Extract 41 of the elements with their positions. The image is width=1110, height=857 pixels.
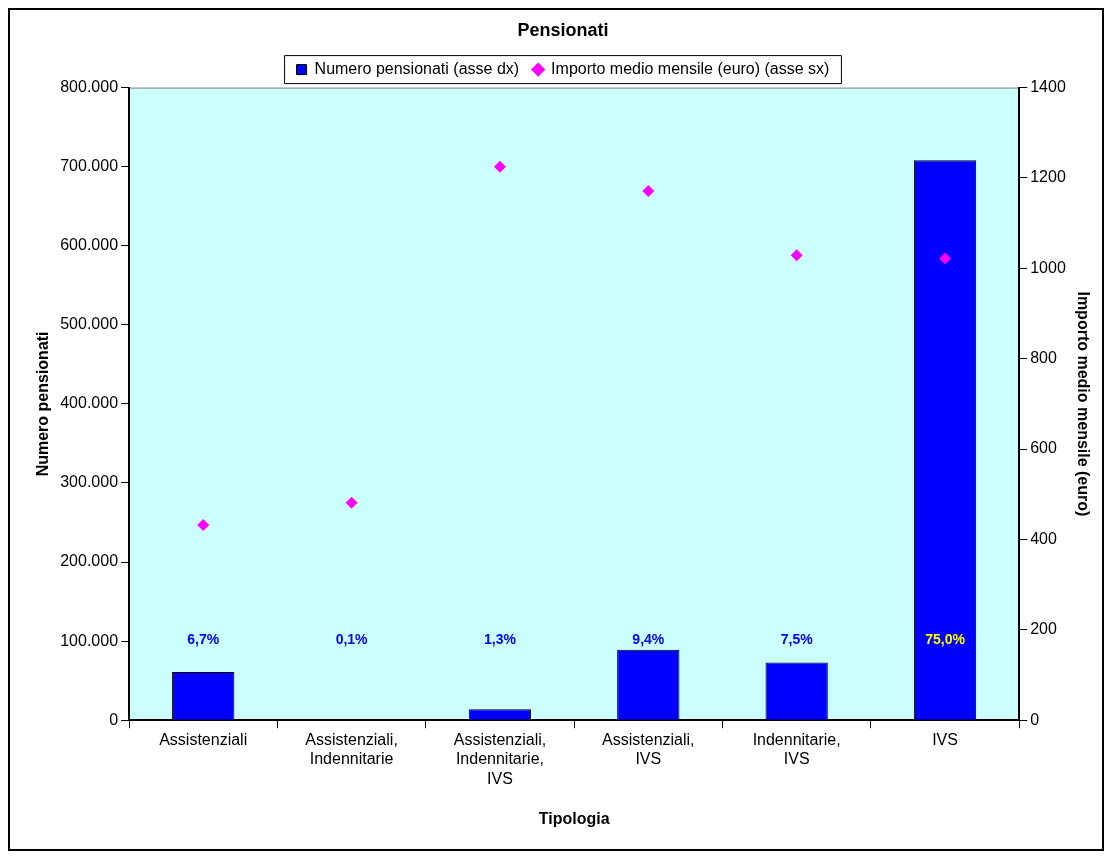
y-tick-label: 500.000 (60, 315, 119, 333)
y-tick-label: 0 (109, 710, 119, 728)
annotation: 9,4% (632, 631, 665, 648)
y-tick-label: 400.000 (60, 394, 119, 412)
legend-label: Importo medio mensile (euro) (asse sx) (551, 60, 830, 78)
annotation: 75,0% (925, 631, 966, 648)
point (790, 249, 803, 262)
point (345, 496, 358, 509)
point (642, 185, 655, 198)
y2-tick-label: 200 (1030, 620, 1057, 638)
annotation: 6,7% (187, 631, 220, 648)
x-tick-label: Assistenziali, Indennitarie, IVS (453, 731, 547, 787)
x-tick-label: Assistenziali (159, 731, 248, 749)
y2-tick-label: 1200 (1030, 168, 1066, 186)
point (493, 160, 506, 173)
y2-tick-label: 400 (1030, 529, 1057, 547)
x-tick-label: IVS (932, 731, 958, 749)
y2-tick-label: 800 (1030, 349, 1057, 367)
y-tick-label: 600.000 (60, 236, 119, 254)
x-tick-label: Assistenziali, Indennitarie (305, 731, 398, 768)
y-tick-label: 700.000 (60, 157, 119, 175)
x-tick-label: Assistenziali, IVS (602, 731, 695, 768)
annotation: 7,5% (780, 631, 814, 648)
y2-tick-label: 0 (1030, 710, 1040, 728)
y-tick-label: 100.000 (60, 631, 119, 649)
chart-title: Pensionati (517, 19, 609, 40)
y2-tick-label: 600 (1030, 439, 1057, 457)
point (197, 519, 210, 531)
x-tick-label: Indennitarie, IVS (752, 731, 841, 768)
y2-axis-title: Importo medio mensile (euro) (1074, 291, 1092, 517)
y-tick-label: 800.000 (60, 78, 119, 96)
y-axis-title: Numero pensionati (34, 331, 52, 477)
y2-tick-label: 1000 (1030, 258, 1066, 276)
legend-label: Numero pensionati (asse dx) (314, 60, 520, 78)
point (939, 252, 952, 265)
x-axis-title: Tipologia (538, 809, 610, 827)
annotation: 0,1% (335, 631, 369, 648)
y-tick-label: 200.000 (60, 552, 119, 570)
y2-tick-label: 1400 (1030, 78, 1066, 96)
y-tick-label: 300.000 (60, 473, 119, 491)
annotation: 1,3% (483, 631, 517, 648)
